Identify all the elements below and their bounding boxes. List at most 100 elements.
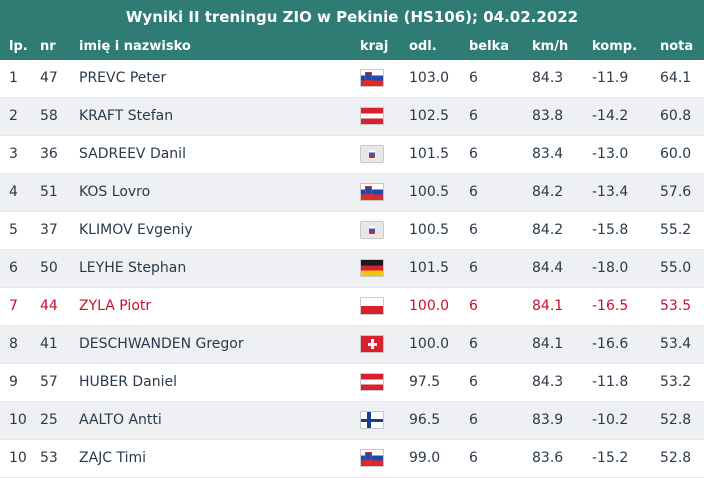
distance-cell: 102.5 [409, 97, 469, 137]
roc-flag [360, 221, 384, 240]
distance-cell: 100.0 [409, 287, 469, 327]
table-row: 6 50 LEYHE Stephan 101.5 6 84.4 -18.0 55.0 [0, 249, 704, 289]
compensation-cell: -11.8 [592, 363, 660, 403]
poland-flag [360, 297, 384, 316]
gate-cell: 6 [469, 97, 532, 137]
finland-flag [360, 411, 384, 430]
rank-cell: 8 [0, 325, 40, 365]
austria-flag [360, 107, 384, 126]
distance-cell: 100.0 [409, 325, 469, 365]
bib-number-cell: 47 [40, 60, 79, 99]
header-row: lp. nr imię i nazwisko kraj odl. belka k… [0, 34, 704, 60]
compensation-cell: -11.9 [592, 60, 660, 99]
header-distance: odl. [409, 39, 437, 54]
speed-cell: 84.3 [532, 60, 592, 99]
athlete-name-cell: DESCHWANDEN Gregor [79, 325, 360, 365]
table-row: 2 58 KRAFT Stefan 102.5 6 83.8 -14.2 60.8 [0, 97, 704, 137]
distance-cell: 103.0 [409, 60, 469, 99]
header-country: kraj [360, 39, 389, 54]
compensation-cell: -15.8 [592, 211, 660, 251]
country-cell [360, 211, 409, 251]
table-row: 5 37 KLIMOV Evgeniy 100.5 6 84.2 -15.8 55.2 [0, 211, 704, 251]
table-row: 9 57 HUBER Daniel 97.5 6 84.3 -11.8 53.2 [0, 363, 704, 403]
athlete-name-cell: KOS Lovro [79, 173, 360, 213]
compensation-cell: -16.5 [592, 287, 660, 327]
score-cell: 55.2 [660, 211, 704, 251]
distance-cell: 101.5 [409, 249, 469, 289]
slovenia-flag [360, 183, 384, 202]
score-cell: 53.5 [660, 287, 704, 327]
speed-cell: 84.4 [532, 249, 592, 289]
bib-number-cell: 37 [40, 211, 79, 251]
gate-cell: 6 [469, 249, 532, 289]
bib-number-cell: 41 [40, 325, 79, 365]
compensation-cell: -13.0 [592, 135, 660, 175]
gate-cell: 6 [469, 401, 532, 441]
header-gate: belka [469, 39, 509, 54]
header-name: imię i nazwisko [79, 39, 191, 54]
rank-cell: 4 [0, 173, 40, 213]
compensation-cell: -18.0 [592, 249, 660, 289]
slovenia-flag [360, 69, 384, 88]
speed-cell: 84.1 [532, 325, 592, 365]
score-cell: 57.6 [660, 173, 704, 213]
header-nr: nr [40, 39, 56, 54]
table-row: 3 36 SADREEV Danil 101.5 6 83.4 -13.0 60.0 [0, 135, 704, 175]
bib-number-cell: 44 [40, 287, 79, 327]
distance-cell: 101.5 [409, 135, 469, 175]
country-cell [360, 325, 409, 365]
score-cell: 52.8 [660, 401, 704, 441]
results-table: lp. nr imię i nazwisko kraj odl. belka k… [0, 34, 704, 478]
speed-cell: 84.1 [532, 287, 592, 327]
switzerland-flag [360, 335, 384, 354]
table-body: 1 47 PREVC Peter 103.0 6 84.3 -11.9 64.1 2 58 KRAF… [0, 60, 704, 478]
roc-flag [360, 145, 384, 164]
rank-cell: 10 [0, 401, 40, 441]
score-cell: 55.0 [660, 249, 704, 289]
athlete-name-cell: HUBER Daniel [79, 363, 360, 403]
country-cell [360, 401, 409, 441]
country-cell [360, 249, 409, 289]
header-lp: lp. [9, 39, 28, 54]
speed-cell: 84.2 [532, 173, 592, 213]
compensation-cell: -16.6 [592, 325, 660, 365]
table-header: lp. nr imię i nazwisko kraj odl. belka k… [0, 34, 704, 60]
country-cell [360, 60, 409, 99]
country-cell [360, 287, 409, 327]
bib-number-cell: 51 [40, 173, 79, 213]
austria-flag [360, 373, 384, 392]
gate-cell: 6 [469, 60, 532, 99]
country-cell [360, 135, 409, 175]
table-row: 8 41 DESCHWANDEN Gregor 100.0 6 84.1 -16.6 53.4 [0, 325, 704, 365]
compensation-cell: -10.2 [592, 401, 660, 441]
athlete-name-cell: KRAFT Stefan [79, 97, 360, 137]
gate-cell: 6 [469, 135, 532, 175]
rank-cell: 1 [0, 60, 40, 99]
speed-cell: 84.2 [532, 211, 592, 251]
bib-number-cell: 36 [40, 135, 79, 175]
header-speed: km/h [532, 39, 569, 54]
athlete-name-cell: KLIMOV Evgeniy [79, 211, 360, 251]
speed-cell: 83.9 [532, 401, 592, 441]
score-cell: 53.2 [660, 363, 704, 403]
rank-cell: 2 [0, 97, 40, 137]
score-cell: 60.0 [660, 135, 704, 175]
athlete-name-cell: ZYLA Piotr [79, 287, 360, 327]
header-compensation: komp. [592, 39, 638, 54]
table-row: 10 25 AALTO Antti 96.5 6 83.9 -10.2 52.8 [0, 401, 704, 441]
athlete-name-cell: SADREEV Danil [79, 135, 360, 175]
rank-cell: 7 [0, 287, 40, 327]
gate-cell: 6 [469, 173, 532, 213]
gate-cell: 6 [469, 211, 532, 251]
country-cell [360, 97, 409, 137]
gate-cell: 6 [469, 363, 532, 403]
athlete-name-cell: PREVC Peter [79, 60, 360, 99]
distance-cell: 97.5 [409, 363, 469, 403]
bib-number-cell: 58 [40, 97, 79, 137]
speed-cell: 83.8 [532, 97, 592, 137]
compensation-cell: -13.4 [592, 173, 660, 213]
score-cell: 60.8 [660, 97, 704, 137]
gate-cell: 6 [469, 287, 532, 327]
bib-number-cell: 50 [40, 249, 79, 289]
speed-cell: 83.4 [532, 135, 592, 175]
